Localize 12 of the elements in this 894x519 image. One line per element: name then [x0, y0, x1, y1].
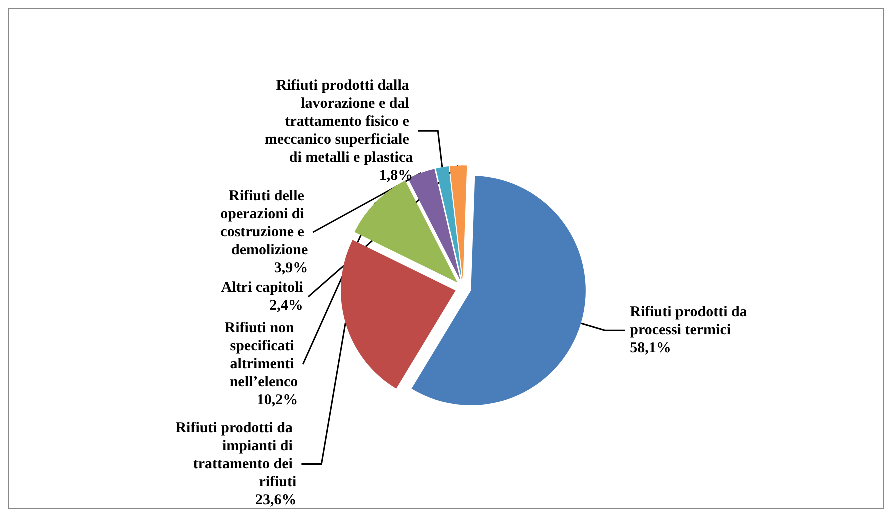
data-label: 1,8% [379, 168, 414, 184]
data-label: 10,2% [256, 392, 298, 408]
data-label: 58,1% [630, 340, 672, 357]
data-label: 2,4% [270, 298, 304, 314]
slice-label: Rifiuti delle operazioni di costruzione e demolizione [220, 188, 309, 258]
slice-label: Rifiuti non specificati altrimenti nell’elenco [224, 320, 298, 390]
slice-label: Rifiuti prodotti dalla lavorazione e dal trattamento fisico e meccanico superficiale di metalli e plastica [264, 78, 414, 166]
data-label: 3,9% [274, 260, 308, 276]
data-label: 23,6% [255, 492, 297, 508]
slice-label: Altri capitoli [221, 280, 304, 296]
slice-label: Rifiuti prodotti da processi termici [630, 304, 752, 339]
slice-label: Rifiuti prodotti da impianti di trattamento dei rifiuti [176, 420, 297, 490]
